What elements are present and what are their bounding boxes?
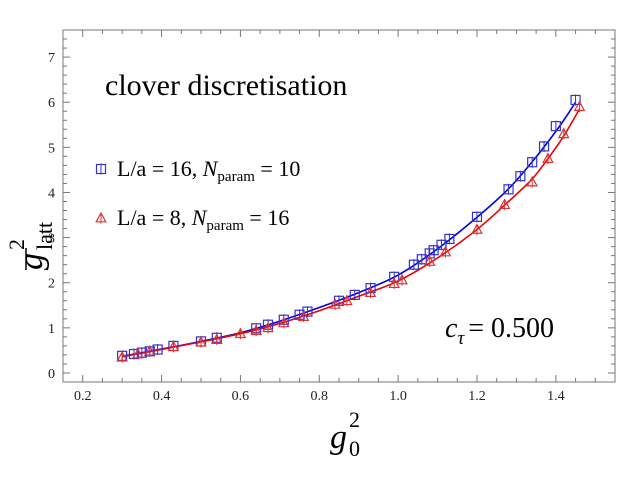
- x-tick-label: 0.4: [153, 389, 171, 404]
- y-tick-label: 6: [48, 96, 55, 111]
- x-label-base: g: [330, 419, 347, 456]
- data-point-series-2: [471, 223, 483, 235]
- data-point-series-2: [542, 152, 554, 165]
- legend-subscript: param: [206, 218, 244, 234]
- y-tick-label: 1: [48, 322, 55, 337]
- data-point-series-2: [234, 327, 247, 340]
- data-point-series-2: [526, 175, 539, 188]
- data-point-series-1: [515, 170, 526, 182]
- y-label-superscript: 2: [4, 239, 29, 250]
- legend-prefix: L/a = 8,: [117, 205, 192, 230]
- y-label-subscript: latt: [32, 222, 57, 250]
- x-tick-label: 0.6: [232, 389, 250, 404]
- legend: L/a = 16, Nparam = 10 L/a = 8, Nparam = 1…: [95, 156, 300, 234]
- x-tick-label: 1.0: [389, 389, 407, 404]
- x-tick-label: 1.2: [468, 389, 486, 404]
- data-point-series-1: [416, 253, 427, 265]
- legend-marker-series-1: [95, 163, 107, 175]
- legend-prefix: L/a = 16,: [117, 156, 203, 181]
- data-point-series-2: [364, 286, 377, 299]
- data-point-series-2: [262, 321, 274, 334]
- y-tick-label: 3: [48, 232, 55, 247]
- legend-suffix: = 16: [244, 205, 289, 230]
- y-tick-label: 2: [48, 277, 55, 292]
- legend-suffix: = 10: [255, 156, 300, 181]
- annotation-title: clover discretisation: [105, 69, 347, 102]
- data-point-series-2: [277, 316, 290, 329]
- data-point-series-1: [527, 156, 538, 168]
- param-symbol: c: [445, 313, 458, 344]
- data-point-series-2: [143, 345, 156, 357]
- data-point-series-2: [557, 127, 570, 140]
- x-label-subscript: 0: [349, 436, 360, 461]
- legend-symbol: N: [202, 156, 219, 181]
- param-value: = 0.500: [468, 313, 554, 344]
- data-markers: [116, 94, 586, 363]
- data-point-series-1: [436, 239, 447, 251]
- legend-subscript: param: [217, 169, 255, 185]
- y-axis-label: g 2 latt: [4, 222, 57, 270]
- legend-symbol: N: [191, 205, 208, 230]
- y-axis-ticks: 0 1 2 3 4 5 6 7: [48, 38, 615, 382]
- data-point-series-2: [396, 273, 408, 286]
- data-point-series-1: [503, 183, 514, 195]
- data-point-series-2: [388, 277, 401, 290]
- data-point-series-2: [167, 340, 180, 353]
- legend-marker-series-2: [95, 211, 107, 224]
- data-point-series-2: [341, 294, 353, 307]
- data-point-series-2: [423, 255, 436, 268]
- data-point-series-1: [349, 289, 360, 301]
- param-subscript: τ: [457, 328, 465, 349]
- data-point-series-2: [573, 100, 586, 113]
- data-point-series-1: [444, 233, 455, 245]
- data-point-series-2: [210, 333, 223, 346]
- y-tick-label: 7: [48, 51, 55, 66]
- data-point-series-2: [116, 350, 128, 363]
- y-tick-label: 4: [48, 186, 55, 201]
- data-point-series-1: [408, 259, 420, 271]
- y-tick-label: 0: [48, 367, 55, 382]
- data-point-series-2: [329, 298, 341, 310]
- data-point-series-2: [195, 336, 207, 348]
- data-point-series-2: [439, 245, 452, 258]
- data-point-series-1: [471, 211, 483, 223]
- legend-label-series-2: L/a = 8, Nparam = 16: [117, 205, 289, 234]
- data-point-series-1: [152, 344, 163, 356]
- x-tick-label: 0.8: [311, 389, 329, 404]
- y-label-base: g: [13, 253, 50, 270]
- x-label-superscript: 2: [349, 407, 360, 432]
- data-point-series-1: [570, 94, 581, 106]
- data-point-series-2: [250, 324, 263, 337]
- data-point-series-1: [550, 120, 561, 132]
- x-tick-label: 0.2: [74, 389, 92, 404]
- data-point-series-1: [428, 244, 439, 256]
- y-tick-label: 5: [48, 141, 55, 156]
- data-point-series-2: [132, 347, 144, 360]
- x-tick-label: 1.4: [547, 389, 565, 404]
- parameter-annotation: cτ = 0.500: [445, 313, 554, 349]
- x-axis-label: g 2 0: [330, 407, 360, 461]
- data-point-series-1: [538, 140, 550, 152]
- data-point-series-2: [498, 198, 511, 211]
- x-axis-ticks: 0.2 0.4 0.6 0.8 1.0 1.2 1.4: [62, 30, 616, 404]
- data-point-series-2: [297, 310, 310, 323]
- legend-label-series-1: L/a = 16, Nparam = 10: [117, 156, 300, 185]
